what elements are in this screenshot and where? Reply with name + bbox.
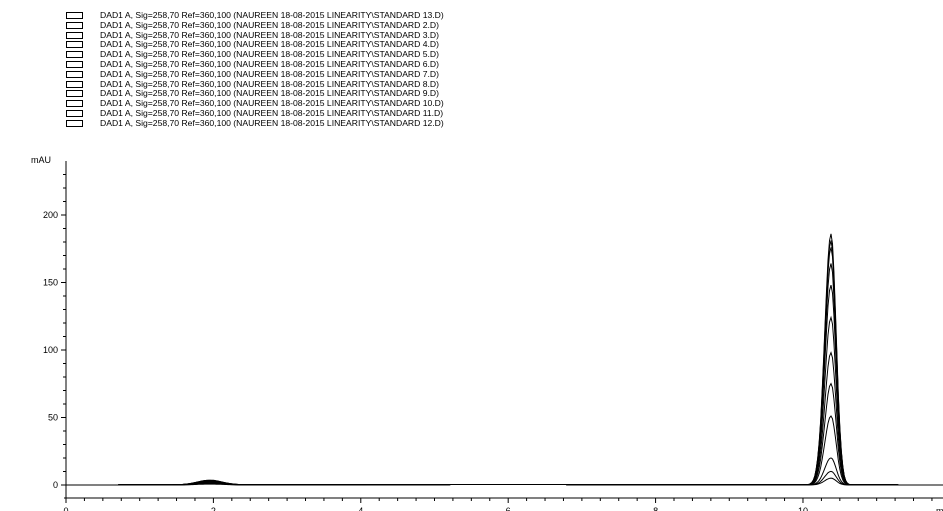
y-tick-label: 100 <box>43 345 58 355</box>
chromatogram-trace <box>66 351 943 486</box>
legend-label: DAD1 A, Sig=258,70 Ref=360,100 (NAUREEN … <box>100 68 439 79</box>
legend-swatch <box>66 60 83 68</box>
x-tick-label: 0 <box>63 506 68 511</box>
x-tick-label: 8 <box>653 506 658 511</box>
y-tick-label: 50 <box>48 413 58 423</box>
legend-label: DAD1 A, Sig=258,70 Ref=360,100 (NAUREEN … <box>100 78 439 89</box>
x-tick-label: 10 <box>798 506 808 511</box>
legend-swatch <box>66 119 83 127</box>
y-tick-label: 200 <box>43 210 58 220</box>
x-axis-unit-label: m <box>936 506 943 511</box>
legend-swatch <box>66 80 83 88</box>
legend-swatch <box>66 70 83 78</box>
legend-label: DAD1 A, Sig=258,70 Ref=360,100 (NAUREEN … <box>100 29 439 40</box>
traces <box>66 233 943 486</box>
legend-label: DAD1 A, Sig=258,70 Ref=360,100 (NAUREEN … <box>100 88 439 99</box>
x-tick-label: 2 <box>211 506 216 511</box>
legend-label: DAD1 A, Sig=258,70 Ref=360,100 (NAUREEN … <box>100 107 444 118</box>
legend-swatch <box>66 21 83 29</box>
chromatogram-trace <box>66 284 943 486</box>
chromatogram-trace <box>66 457 943 486</box>
chromatogram-trace <box>66 382 943 486</box>
y-tick-label: 150 <box>43 278 58 288</box>
legend-label: DAD1 A, Sig=258,70 Ref=360,100 (NAUREEN … <box>100 10 444 20</box>
axes: 0 50 100 150 200 0 2 4 6 8 10 <box>43 161 943 511</box>
chromatogram-trace <box>66 233 943 486</box>
chromatogram-trace <box>66 415 943 486</box>
chromatogram-trace <box>66 240 943 486</box>
legend-swatch <box>66 51 83 59</box>
legend-swatch <box>66 31 83 39</box>
x-tick-label: 6 <box>506 506 511 511</box>
legend-label: DAD1 A, Sig=258,70 Ref=360,100 (NAUREEN … <box>100 117 444 128</box>
x-tick-label: 4 <box>358 506 363 511</box>
legend-swatch <box>66 100 83 108</box>
y-axis-unit-label: mAU <box>31 155 51 165</box>
y-tick-label: 0 <box>53 480 58 490</box>
legend-swatch <box>66 12 83 19</box>
legend-label: DAD1 A, Sig=258,70 Ref=360,100 (NAUREEN … <box>100 19 439 30</box>
legend-swatch <box>66 90 83 98</box>
legend-label: DAD1 A, Sig=258,70 Ref=360,100 (NAUREEN … <box>100 39 439 50</box>
chromatogram-trace <box>66 263 943 486</box>
legend-swatch <box>66 109 83 117</box>
legend-swatch <box>66 41 83 49</box>
legend-label: DAD1 A, Sig=258,70 Ref=360,100 (NAUREEN … <box>100 58 439 69</box>
legend-label: DAD1 A, Sig=258,70 Ref=360,100 (NAUREEN … <box>100 49 439 60</box>
chromatogram-trace <box>66 247 943 486</box>
chromatogram-trace <box>66 315 943 486</box>
legend-label: DAD1 A, Sig=258,70 Ref=360,100 (NAUREEN … <box>100 98 444 109</box>
